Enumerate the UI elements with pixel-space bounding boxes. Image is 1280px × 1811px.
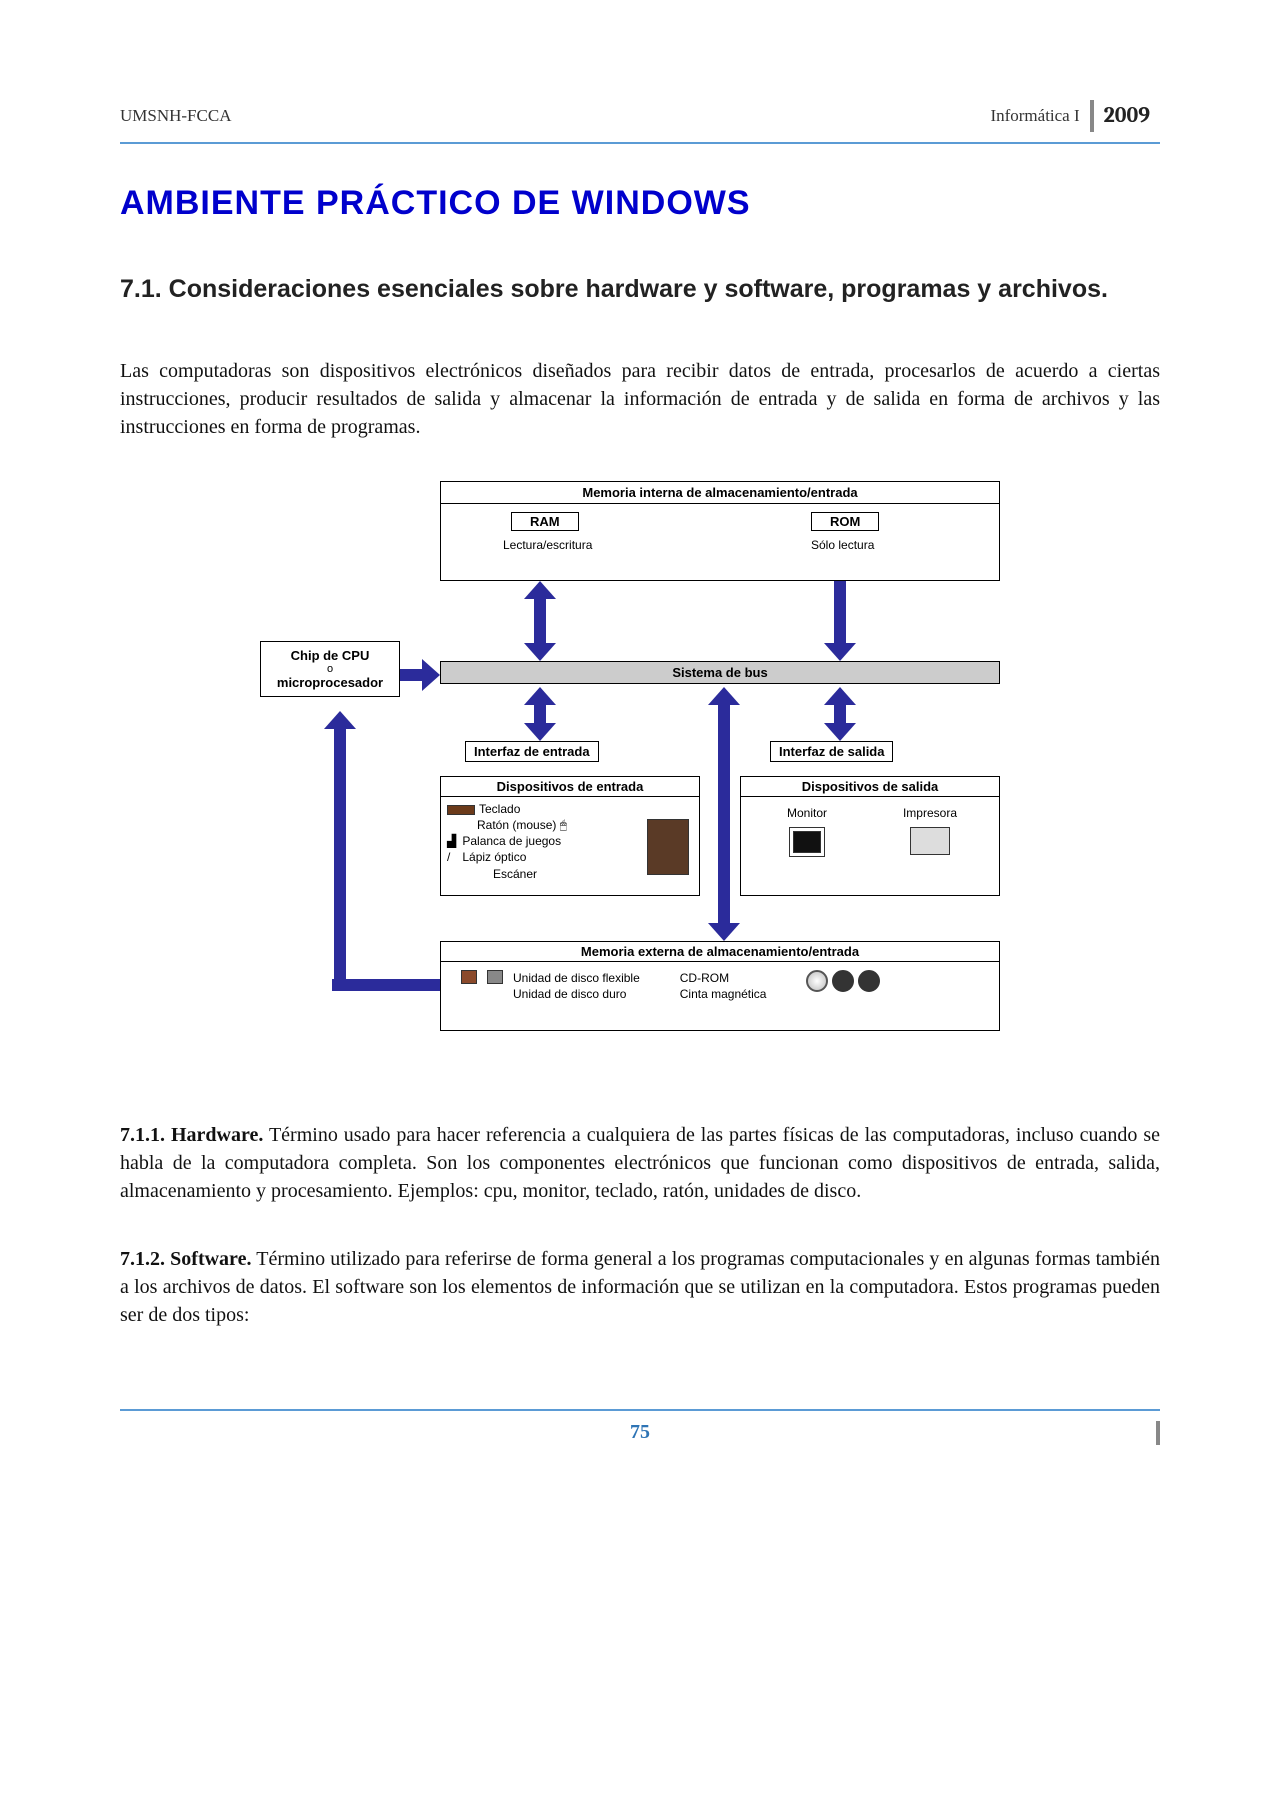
arrow-cpu-bus	[400, 659, 440, 691]
scanner-icon	[647, 819, 689, 875]
floppy-icon	[461, 970, 477, 984]
interface-out-label: Interfaz de salida	[770, 741, 893, 762]
arrow-external-cpu-horiz	[332, 979, 440, 995]
architecture-diagram: Memoria interna de almacenamiento/entrad…	[260, 481, 1020, 1061]
software-text: Término utilizado para referirse de form…	[120, 1248, 1160, 1326]
footer-tick	[1156, 1421, 1160, 1445]
memory-title: Memoria interna de almacenamiento/entrad…	[441, 482, 999, 504]
header-course: Informática I	[980, 100, 1093, 132]
ext-item-cdrom: CD-ROM	[680, 970, 767, 986]
arrow-ram-bus	[520, 581, 560, 661]
arrow-rom-bus	[820, 581, 860, 661]
input-item-joystick: Palanca de juegos	[462, 834, 561, 848]
arrow-bus-external	[704, 687, 744, 941]
page-number: 75	[630, 1421, 650, 1444]
input-devices-box: Dispositivos de entrada Teclado Ratón (m…	[440, 776, 700, 896]
external-memory-body: Unidad de disco flexible Unidad de disco…	[441, 962, 999, 1006]
rom-sublabel: Sólo lectura	[811, 538, 874, 552]
tape2-icon	[858, 970, 880, 992]
software-lead: 7.1.2. Software.	[120, 1248, 251, 1270]
input-item-mouse: Ratón (mouse) 🖱	[477, 818, 567, 832]
arrow-bus-output	[820, 687, 860, 741]
header-left: UMSNH-FCCA	[120, 106, 231, 126]
ext-item-floppy: Unidad de disco flexible	[513, 970, 640, 986]
input-item-keyboard: Teclado	[479, 802, 520, 816]
arrow-external-cpu-vert	[320, 711, 360, 991]
monitor-icon	[789, 827, 825, 857]
input-item-scanner: Escáner	[493, 867, 537, 881]
external-memory-title: Memoria externa de almacenamiento/entrad…	[441, 942, 999, 962]
memory-box: Memoria interna de almacenamiento/entrad…	[440, 481, 1000, 581]
hdd-icon	[487, 970, 503, 984]
printer-icon	[910, 827, 950, 855]
output-item-monitor: Monitor	[783, 805, 831, 821]
main-title: AMBIENTE PRÁCTICO DE WINDOWS	[120, 184, 1160, 223]
bus-box: Sistema de bus	[440, 661, 1000, 684]
ram-label: RAM	[511, 512, 579, 531]
intro-paragraph: Las computadoras son dispositivos electr…	[120, 357, 1160, 441]
rom-label: ROM	[811, 512, 879, 531]
page-header: UMSNH-FCCA Informática I 2009	[120, 100, 1160, 144]
ram-sublabel: Lectura/escritura	[503, 538, 592, 552]
hardware-lead: 7.1.1. Hardware.	[120, 1124, 263, 1146]
joystick-icon: ▟	[447, 833, 459, 849]
output-item-printer: Impresora	[903, 805, 957, 821]
header-year: 2009	[1094, 100, 1160, 132]
cd-icon	[806, 970, 828, 992]
cpu-line3: microprocesador	[265, 675, 395, 690]
hardware-text: Término usado para hacer referencia a cu…	[120, 1124, 1160, 1202]
tape-icon	[832, 970, 854, 992]
input-item-pen: Lápiz óptico	[462, 850, 526, 864]
output-devices-body: Monitor Impresora	[741, 797, 999, 861]
hardware-paragraph: 7.1.1. Hardware. Término usado para hace…	[120, 1121, 1160, 1205]
output-devices-box: Dispositivos de salida Monitor Impresora	[740, 776, 1000, 896]
keyboard-icon	[447, 805, 475, 815]
cpu-line2: o	[265, 663, 395, 675]
ext-item-hdd: Unidad de disco duro	[513, 986, 640, 1002]
header-right: Informática I 2009	[980, 100, 1160, 132]
cpu-line1: Chip de CPU	[265, 648, 395, 663]
software-paragraph: 7.1.2. Software. Término utilizado para …	[120, 1245, 1160, 1329]
interface-in-label: Interfaz de entrada	[465, 741, 599, 762]
diagram-container: Memoria interna de almacenamiento/entrad…	[120, 481, 1160, 1061]
cpu-box: Chip de CPU o microprocesador	[260, 641, 400, 697]
pen-icon: /	[447, 849, 459, 865]
input-devices-title: Dispositivos de entrada	[441, 777, 699, 797]
external-memory-box: Memoria externa de almacenamiento/entrad…	[440, 941, 1000, 1031]
arrow-bus-input	[520, 687, 560, 741]
ext-item-tape: Cinta magnética	[680, 986, 767, 1002]
page-footer: 75	[120, 1409, 1160, 1444]
output-devices-title: Dispositivos de salida	[741, 777, 999, 797]
section-title: 7.1. Consideraciones esenciales sobre ha…	[120, 273, 1160, 307]
document-page: UMSNH-FCCA Informática I 2009 AMBIENTE P…	[0, 0, 1280, 1504]
